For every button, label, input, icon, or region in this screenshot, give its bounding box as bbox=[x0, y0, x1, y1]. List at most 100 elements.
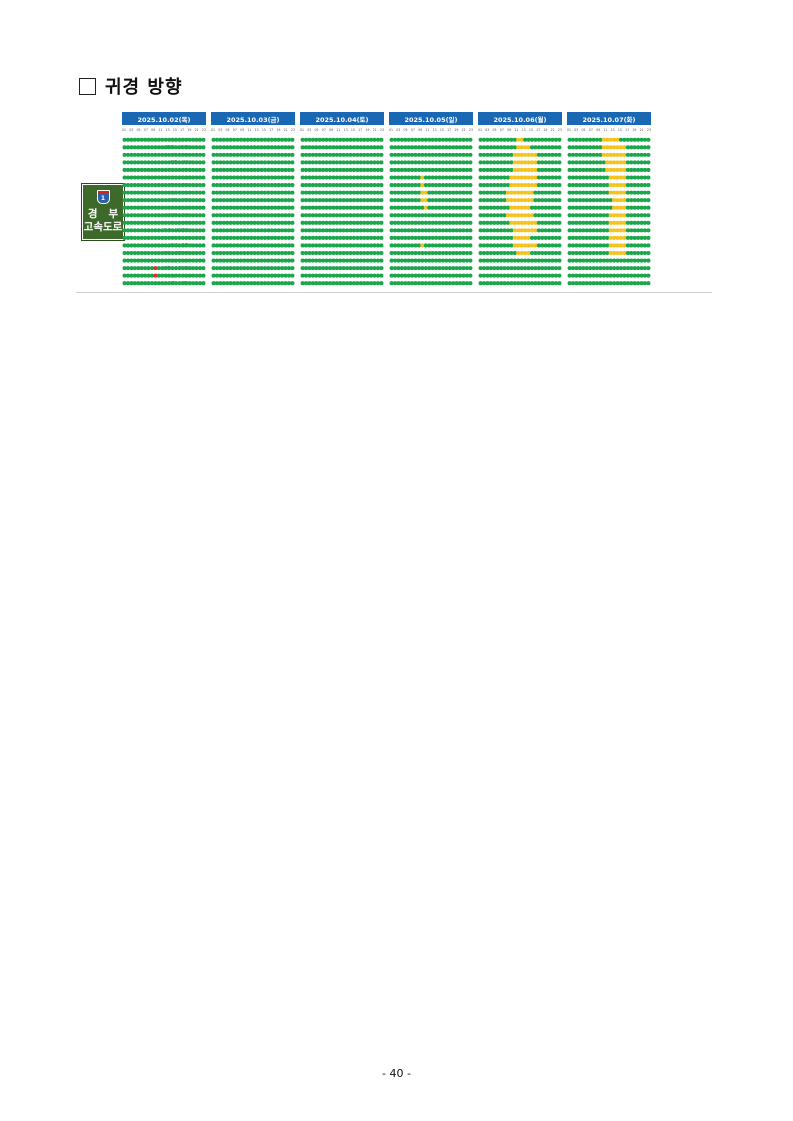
free-flow-dot bbox=[509, 145, 514, 150]
free-flow-dot bbox=[345, 220, 350, 225]
free-flow-dot bbox=[502, 152, 507, 157]
free-flow-dot bbox=[570, 175, 576, 180]
free-flow-dot bbox=[143, 145, 148, 150]
free-flow-dot bbox=[146, 213, 151, 218]
free-flow-dot bbox=[495, 190, 500, 195]
free-flow-dot bbox=[403, 235, 408, 240]
free-flow-dot bbox=[392, 183, 398, 188]
free-flow-dot bbox=[567, 190, 572, 195]
slow-dot bbox=[519, 137, 524, 142]
free-flow-dot bbox=[139, 281, 144, 286]
free-flow-dot bbox=[642, 137, 648, 142]
free-flow-dot bbox=[146, 250, 151, 256]
free-flow-dot bbox=[543, 220, 548, 225]
free-flow-dot bbox=[601, 273, 606, 278]
slow-dot bbox=[516, 167, 521, 173]
free-flow-dot bbox=[300, 273, 305, 278]
free-flow-dot bbox=[430, 243, 435, 248]
free-flow-dot bbox=[618, 258, 624, 263]
free-flow-dot bbox=[122, 228, 127, 233]
free-flow-dot bbox=[557, 152, 562, 157]
free-flow-dot bbox=[136, 152, 141, 157]
free-flow-dot bbox=[427, 145, 432, 150]
free-flow-dot bbox=[461, 145, 466, 150]
free-flow-dot bbox=[434, 266, 439, 271]
free-flow-dot bbox=[601, 243, 606, 248]
free-flow-dot bbox=[519, 281, 524, 286]
free-flow-dot bbox=[194, 213, 199, 218]
free-flow-dot bbox=[444, 243, 449, 248]
free-flow-dot bbox=[577, 198, 582, 203]
free-flow-dot bbox=[570, 258, 576, 263]
free-flow-dot bbox=[228, 220, 233, 225]
free-flow-dot bbox=[369, 213, 374, 218]
free-flow-dot bbox=[492, 258, 497, 263]
free-flow-dot bbox=[396, 273, 401, 278]
free-flow-dot bbox=[280, 198, 285, 203]
slow-dot bbox=[512, 243, 517, 248]
free-flow-dot bbox=[197, 175, 203, 180]
free-flow-dot bbox=[355, 167, 360, 173]
slow-dot bbox=[519, 213, 524, 218]
free-flow-dot bbox=[547, 266, 552, 271]
free-flow-dot bbox=[488, 250, 493, 256]
free-flow-dot bbox=[153, 183, 158, 188]
free-flow-dot bbox=[160, 266, 165, 271]
free-flow-dot bbox=[536, 137, 541, 142]
hour-label: 13 bbox=[343, 128, 348, 132]
free-flow-dot bbox=[601, 266, 606, 271]
free-flow-dot bbox=[636, 167, 641, 173]
hour-label: 05 bbox=[314, 128, 319, 132]
free-flow-dot bbox=[461, 198, 466, 203]
free-flow-dot bbox=[646, 152, 651, 157]
free-flow-dot bbox=[488, 205, 493, 210]
free-flow-dot bbox=[355, 175, 360, 180]
free-flow-dot bbox=[139, 250, 144, 256]
free-flow-dot bbox=[461, 258, 466, 263]
free-flow-dot bbox=[314, 205, 319, 210]
free-flow-dot bbox=[232, 183, 237, 188]
free-flow-dot bbox=[180, 266, 185, 271]
free-flow-dot bbox=[218, 228, 223, 233]
free-flow-dot bbox=[146, 228, 151, 233]
free-flow-dot bbox=[437, 160, 442, 165]
free-flow-dot bbox=[273, 205, 278, 210]
free-flow-dot bbox=[642, 243, 648, 248]
slow-dot bbox=[618, 145, 624, 150]
free-flow-dot bbox=[406, 152, 411, 157]
free-flow-dot bbox=[488, 235, 493, 240]
free-flow-dot bbox=[437, 152, 442, 157]
free-flow-dot bbox=[163, 205, 168, 210]
free-flow-dot bbox=[389, 250, 394, 256]
free-flow-dot bbox=[591, 281, 596, 286]
free-flow-dot bbox=[156, 228, 161, 233]
free-flow-dot bbox=[625, 167, 630, 173]
free-flow-dot bbox=[351, 235, 357, 240]
free-flow-dot bbox=[444, 152, 449, 157]
free-flow-dot bbox=[410, 258, 415, 263]
free-flow-dot bbox=[327, 228, 333, 233]
free-flow-dot bbox=[509, 228, 514, 233]
free-flow-dot bbox=[187, 167, 192, 173]
free-flow-dot bbox=[160, 213, 165, 218]
free-flow-dot bbox=[406, 205, 411, 210]
free-flow-dot bbox=[598, 235, 603, 240]
free-flow-dot bbox=[331, 258, 336, 263]
hour-label: 07 bbox=[499, 128, 504, 132]
free-flow-dot bbox=[143, 235, 148, 240]
free-flow-dot bbox=[454, 160, 459, 165]
free-flow-dot bbox=[591, 258, 596, 263]
free-flow-dot bbox=[605, 243, 610, 248]
free-flow-dot bbox=[392, 167, 398, 173]
slow-dot bbox=[519, 205, 524, 210]
free-flow-dot bbox=[149, 167, 155, 173]
free-flow-dot bbox=[581, 250, 586, 256]
slow-dot bbox=[526, 152, 531, 157]
free-flow-dot bbox=[156, 198, 161, 203]
free-flow-dot bbox=[218, 175, 223, 180]
free-flow-dot bbox=[403, 190, 408, 195]
free-flow-dot bbox=[570, 281, 576, 286]
free-flow-dot bbox=[543, 213, 548, 218]
free-flow-dot bbox=[225, 160, 230, 165]
free-flow-dot bbox=[478, 190, 483, 195]
